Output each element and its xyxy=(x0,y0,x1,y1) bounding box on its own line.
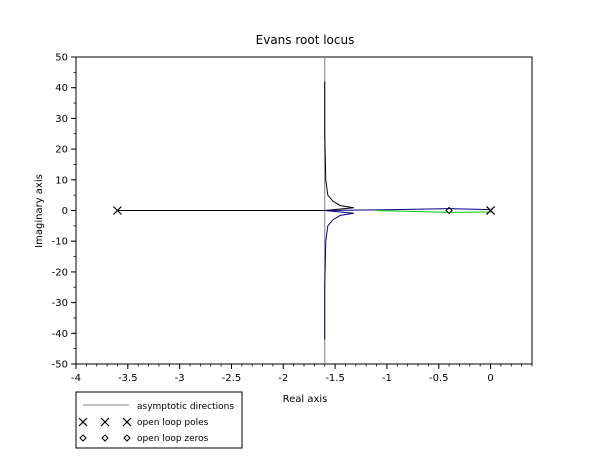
x-axis-label: Real axis xyxy=(283,394,328,405)
x-tick-label: -3.5 xyxy=(118,373,138,384)
legend-entry-asymptotic-directions: asymptotic directions xyxy=(137,402,234,412)
x-tick-label: -2.5 xyxy=(222,373,242,384)
legend-zero-marker xyxy=(123,434,131,442)
locus-branch-1 xyxy=(324,81,354,211)
y-tick-label: 40 xyxy=(55,83,68,94)
y-tick-label: -50 xyxy=(52,360,68,371)
y-tick-label: 10 xyxy=(55,175,68,186)
y-tick-label: 20 xyxy=(55,145,68,156)
x-tick-label: 0 xyxy=(487,373,493,384)
x-tick-label: -4 xyxy=(71,373,81,384)
y-tick-label: 50 xyxy=(55,53,68,64)
legend-zero-marker xyxy=(79,434,87,442)
marker-layer xyxy=(113,206,495,215)
y-tick-label: -10 xyxy=(52,237,68,248)
legend-entry-open-loop-poles: open loop poles xyxy=(137,418,209,428)
legend-pole-markers xyxy=(78,417,132,427)
x-tick-label: -1.5 xyxy=(325,373,345,384)
y-axis: -50 -40 -30 -20 -10 0 10 20 30 40 50 xyxy=(52,53,76,371)
legend: asymptotic directions open loop poles op… xyxy=(75,391,243,449)
x-tick-label: -0.5 xyxy=(429,373,449,384)
x-tick-label: -3 xyxy=(175,373,185,384)
series-layer xyxy=(117,57,491,364)
locus-branch-2 xyxy=(324,210,354,340)
open-loop-zero-marker xyxy=(445,206,453,215)
open-loop-pole-marker xyxy=(486,206,495,215)
locus-branch-3 xyxy=(324,208,491,211)
plot-area xyxy=(75,56,533,365)
y-tick-label: 0 xyxy=(62,206,68,217)
open-loop-pole-marker xyxy=(113,206,122,215)
legend-zero-markers xyxy=(79,434,131,442)
y-tick-label: 30 xyxy=(55,114,68,125)
legend-pole-marker xyxy=(78,417,88,427)
y-axis-label: Imaginary axis xyxy=(34,174,45,248)
legend-pole-marker xyxy=(122,417,132,427)
x-tick-label: -1 xyxy=(382,373,392,384)
x-tick-label: -2 xyxy=(278,373,288,384)
legend-zero-marker xyxy=(101,434,109,442)
legend-pole-marker xyxy=(100,417,110,427)
locus-branch-4 xyxy=(376,210,491,213)
legend-entry-open-loop-zeros: open loop zeros xyxy=(137,434,209,444)
chart-title: Evans root locus xyxy=(256,33,355,47)
y-tick-label: -20 xyxy=(52,267,68,278)
y-tick-label: -40 xyxy=(52,329,68,340)
x-axis: -4 -3.5 -3 -2.5 -2 -1.5 -1 -0.5 0 xyxy=(71,364,533,384)
y-tick-label: -30 xyxy=(52,298,68,309)
